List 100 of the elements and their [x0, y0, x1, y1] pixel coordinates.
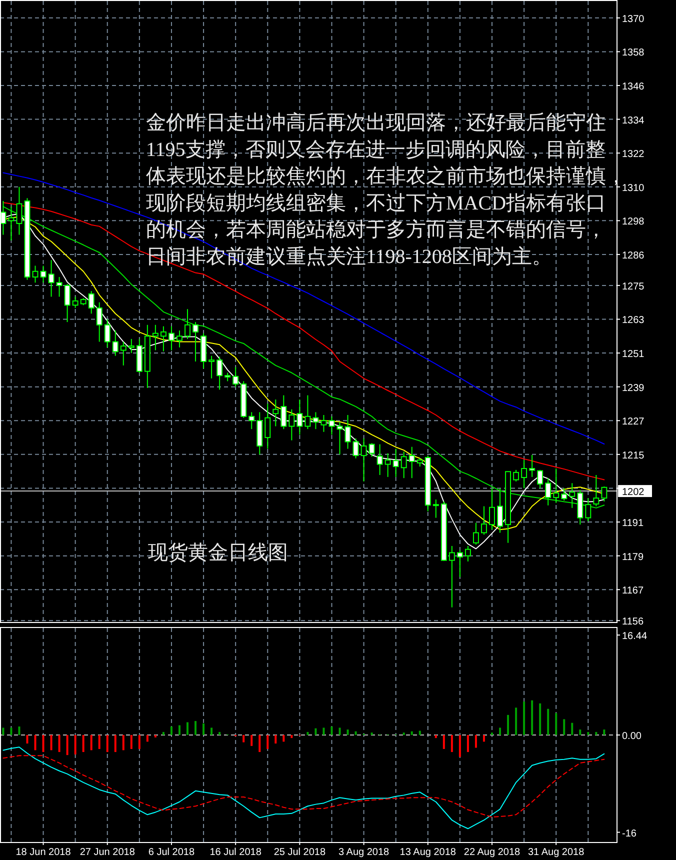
bar	[218, 732, 221, 735]
bar	[90, 735, 92, 750]
bar	[194, 721, 197, 735]
candlestick	[304, 394, 311, 430]
candlestick	[392, 448, 399, 478]
bar	[579, 730, 582, 735]
bar	[354, 731, 357, 735]
candlestick	[360, 438, 367, 482]
bar	[539, 703, 542, 735]
bar	[458, 735, 461, 757]
candlestick	[272, 399, 279, 427]
x-tick-label: 27 Jun 2018	[80, 847, 136, 858]
candlestick	[264, 403, 271, 450]
candlestick	[529, 454, 536, 478]
candlestick	[288, 408, 295, 441]
candlestick	[8, 206, 14, 241]
y-tick-label: 1156	[622, 616, 644, 628]
bar	[114, 735, 116, 752]
bar	[186, 722, 189, 735]
bar	[266, 735, 269, 749]
candlestick	[537, 469, 544, 489]
bar	[499, 728, 502, 735]
candlestick	[160, 326, 166, 352]
candlestick	[352, 438, 359, 459]
bar	[106, 735, 108, 752]
bar	[587, 732, 590, 735]
candlestick	[464, 545, 471, 562]
bar	[466, 735, 469, 752]
candlestick	[481, 506, 487, 536]
bar	[482, 735, 485, 742]
candlestick	[328, 416, 335, 436]
bar	[434, 735, 437, 738]
candlestick	[513, 469, 520, 482]
line-series	[2, 746, 605, 830]
bar	[178, 725, 180, 735]
bar	[322, 728, 325, 735]
bar	[571, 722, 574, 735]
bar	[531, 700, 534, 735]
candlestick	[88, 290, 94, 314]
candlestick	[472, 522, 479, 546]
bar	[418, 730, 421, 735]
y-tick-label: 1358	[622, 48, 645, 59]
bar	[523, 702, 526, 735]
y-tick-label: 1167	[622, 586, 644, 597]
candlestick	[497, 488, 503, 534]
candlestick	[96, 302, 102, 342]
y-tick-label: 1227	[622, 416, 645, 428]
bar	[66, 735, 68, 756]
candlestick	[16, 186, 22, 236]
y-tick-label: 1310	[622, 182, 645, 194]
candlestick	[448, 545, 455, 608]
candlestick	[561, 488, 568, 502]
candlestick	[48, 260, 54, 298]
candlestick	[232, 366, 239, 388]
candlestick	[432, 498, 439, 518]
bar	[330, 726, 333, 735]
bar	[130, 735, 132, 749]
x-tick-label: 3 Aug 2018	[338, 847, 390, 858]
y-tick-label: 1322	[622, 149, 645, 160]
bar	[138, 735, 140, 749]
y-tick-label: 1239	[622, 382, 645, 394]
candlestick	[545, 478, 552, 506]
bar	[507, 714, 510, 735]
candlestick	[296, 399, 303, 436]
bar	[346, 730, 349, 735]
bar	[450, 735, 453, 752]
bar	[274, 735, 277, 744]
y-tick-label: 1251	[622, 349, 645, 360]
y-tick-label: 1263	[622, 315, 645, 326]
candlestick	[168, 326, 174, 351]
y-tick-label: 1179	[622, 552, 644, 563]
candlestick	[344, 414, 351, 450]
bar	[2, 728, 4, 735]
bar	[34, 735, 36, 750]
x-tick-label: 16 Jul 2018	[210, 847, 262, 858]
candlestick	[208, 355, 215, 379]
candlestick	[376, 444, 383, 476]
bar	[258, 735, 261, 752]
candlestick	[56, 276, 62, 298]
y-tick-label: 1370	[622, 14, 645, 25]
bar	[122, 735, 124, 750]
candlestick	[368, 442, 375, 458]
candlestick	[312, 412, 319, 430]
bar	[42, 735, 44, 752]
candlestick	[32, 265, 38, 284]
x-tick-label: 13 Aug 2018	[400, 847, 456, 858]
candlestick	[112, 330, 118, 356]
candlestick	[72, 296, 78, 308]
candlestick	[585, 498, 592, 522]
bar	[314, 728, 317, 735]
bar	[210, 728, 213, 735]
candlestick	[384, 452, 391, 478]
candlestick	[192, 322, 198, 362]
x-tick-label: 22 Aug 2018	[464, 847, 521, 858]
y-tick-label: 1275	[622, 281, 645, 292]
candlestick	[593, 474, 600, 507]
bar	[410, 731, 413, 735]
bar	[50, 735, 52, 750]
candlestick	[408, 446, 415, 479]
bar	[563, 719, 566, 735]
